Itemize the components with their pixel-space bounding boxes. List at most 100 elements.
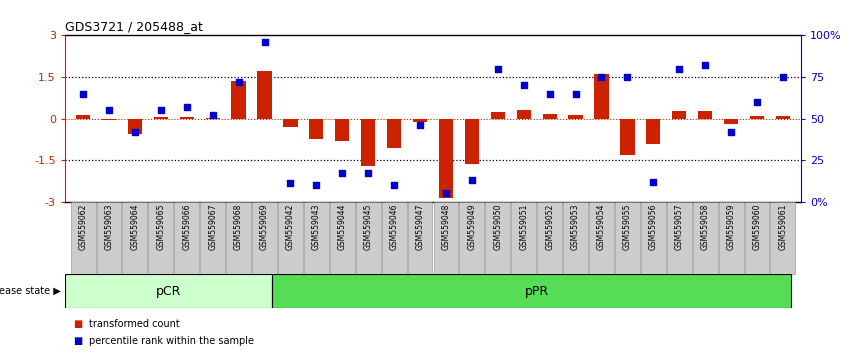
Point — [672, 66, 686, 72]
Bar — [750, 116, 764, 119]
Point — [595, 74, 609, 80]
Point — [180, 104, 194, 110]
Text: GSM559056: GSM559056 — [649, 204, 658, 251]
Bar — [179, 118, 194, 119]
Bar — [335, 119, 349, 141]
Bar — [491, 112, 505, 119]
Text: GDS3721 / 205488_at: GDS3721 / 205488_at — [65, 20, 203, 33]
Bar — [724, 119, 738, 124]
Point — [724, 129, 738, 135]
Bar — [620, 119, 635, 155]
Point — [232, 79, 246, 85]
Text: GSM559059: GSM559059 — [727, 204, 735, 251]
Text: percentile rank within the sample: percentile rank within the sample — [89, 336, 255, 346]
Bar — [667, 202, 692, 274]
Bar — [205, 118, 220, 119]
Point — [206, 113, 220, 118]
Bar — [252, 202, 277, 274]
Text: GSM559052: GSM559052 — [545, 204, 554, 250]
Text: GSM559050: GSM559050 — [494, 204, 502, 251]
Bar — [309, 119, 324, 138]
Point — [517, 82, 531, 88]
Point — [335, 171, 349, 176]
Bar — [719, 202, 744, 274]
Bar — [154, 117, 168, 119]
Text: ■: ■ — [74, 336, 83, 346]
Text: GSM559060: GSM559060 — [753, 204, 761, 251]
Bar — [511, 202, 536, 274]
Point — [439, 190, 453, 196]
Point — [465, 177, 479, 183]
Bar — [439, 119, 453, 198]
Bar — [128, 119, 142, 134]
Text: GSM559044: GSM559044 — [338, 204, 346, 251]
Point — [76, 91, 90, 96]
Text: transformed count: transformed count — [89, 319, 180, 329]
Text: pPR: pPR — [525, 285, 549, 298]
Bar — [304, 202, 329, 274]
Text: GSM559065: GSM559065 — [157, 204, 165, 251]
Bar — [568, 115, 583, 119]
Bar — [278, 202, 303, 274]
Text: GSM559054: GSM559054 — [597, 204, 606, 251]
Text: pCR: pCR — [156, 285, 181, 298]
Bar — [641, 202, 666, 274]
Bar — [594, 74, 609, 119]
Bar — [226, 202, 251, 274]
Point — [309, 182, 323, 188]
Point — [776, 74, 790, 80]
Text: GSM559051: GSM559051 — [520, 204, 528, 250]
Text: GSM559049: GSM559049 — [468, 204, 476, 251]
Text: GSM559063: GSM559063 — [105, 204, 113, 251]
Point — [491, 66, 505, 72]
Bar — [231, 81, 246, 119]
Bar — [460, 202, 484, 274]
Bar — [542, 114, 557, 119]
Bar — [646, 119, 661, 144]
Text: GSM559045: GSM559045 — [364, 204, 372, 251]
Text: disease state ▶: disease state ▶ — [0, 286, 61, 296]
Point — [361, 171, 375, 176]
Bar — [356, 202, 381, 274]
Bar — [148, 202, 173, 274]
Bar — [771, 202, 795, 274]
Text: ■: ■ — [74, 319, 83, 329]
Point — [128, 129, 142, 135]
Point — [698, 63, 712, 68]
Text: GSM559067: GSM559067 — [208, 204, 217, 251]
Point — [387, 182, 401, 188]
Bar — [257, 71, 272, 119]
Text: GSM559064: GSM559064 — [131, 204, 139, 251]
Bar — [102, 119, 116, 120]
Bar — [672, 111, 687, 119]
Bar — [272, 274, 791, 308]
Text: GSM559066: GSM559066 — [182, 204, 191, 251]
Bar — [382, 202, 406, 274]
Bar — [434, 202, 458, 274]
Bar — [465, 119, 479, 164]
Point — [102, 108, 116, 113]
Bar — [776, 116, 790, 119]
Bar — [387, 119, 401, 148]
Bar — [413, 119, 427, 122]
Bar — [97, 202, 121, 274]
Point — [646, 179, 660, 185]
Bar — [615, 202, 640, 274]
Point — [750, 99, 764, 105]
Text: GSM559057: GSM559057 — [675, 204, 684, 251]
Text: GSM559042: GSM559042 — [286, 204, 295, 250]
Text: GSM559069: GSM559069 — [260, 204, 269, 251]
Bar — [408, 202, 432, 274]
Text: GSM559062: GSM559062 — [79, 204, 87, 250]
Bar — [200, 202, 225, 274]
Text: GSM559055: GSM559055 — [623, 204, 632, 251]
Bar — [563, 202, 588, 274]
Text: GSM559053: GSM559053 — [571, 204, 580, 251]
Text: GSM559058: GSM559058 — [701, 204, 709, 250]
Bar — [71, 202, 95, 274]
Text: GSM559048: GSM559048 — [442, 204, 450, 250]
Bar — [174, 202, 199, 274]
Point — [154, 108, 168, 113]
Bar — [517, 110, 531, 119]
Bar — [361, 119, 375, 166]
